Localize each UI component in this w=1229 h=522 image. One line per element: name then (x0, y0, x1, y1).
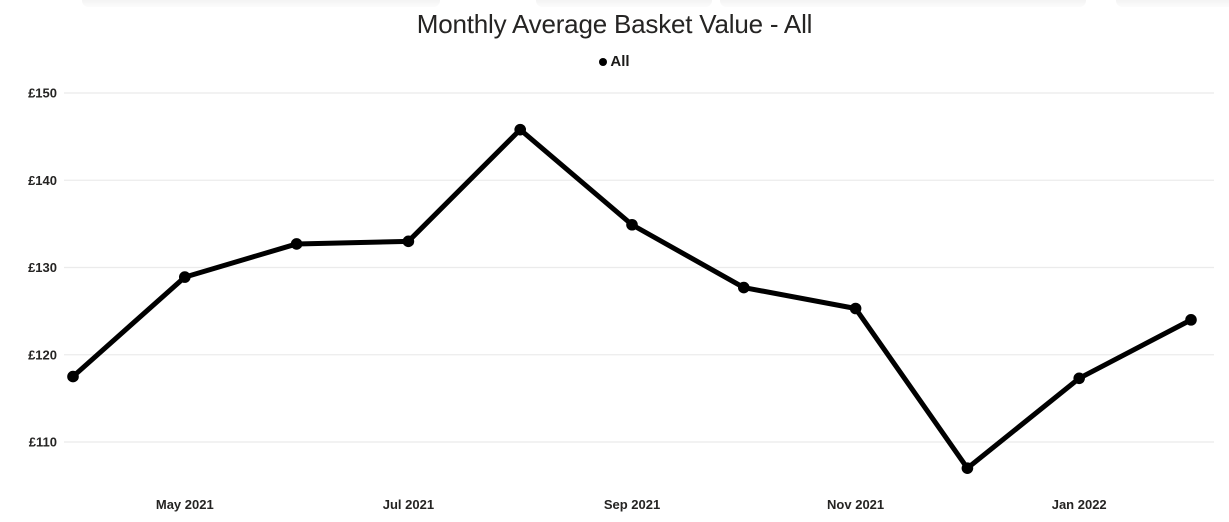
data-point-jul-2021[interactable] (402, 235, 415, 248)
x-axis-tick-label: Jul 2021 (383, 497, 434, 512)
cropped-toolbar-button-4[interactable] (1116, 0, 1229, 7)
data-point-oct-2021[interactable] (738, 281, 750, 294)
x-axis-tick-label: Nov 2021 (827, 497, 884, 512)
x-axis-tick-label: Sep 2021 (604, 497, 660, 512)
cropped-toolbar-button-3[interactable] (720, 0, 1086, 7)
y-axis-tick-label: £150 (28, 86, 57, 101)
x-axis-tick-label: Jan 2022 (1052, 497, 1107, 512)
data-point-sep-2021[interactable] (626, 218, 638, 231)
data-point-jan-2022[interactable] (1073, 372, 1085, 385)
y-axis-tick-label: £120 (28, 347, 57, 362)
data-point-nov-2021[interactable] (849, 302, 862, 315)
x-axis-tick-label: May 2021 (156, 497, 214, 512)
data-point-feb-2022[interactable] (1185, 314, 1197, 326)
legend-label: All (610, 53, 630, 70)
data-point-aug-2021[interactable] (514, 123, 526, 136)
cropped-toolbar-button-2[interactable] (536, 0, 712, 7)
data-point-jun-2021[interactable] (290, 238, 303, 250)
y-axis-tick-label: £130 (28, 260, 57, 275)
chart-legend-item-all[interactable]: All (0, 53, 1229, 70)
y-axis-tick-label: £110 (29, 435, 57, 450)
legend-marker-icon (599, 57, 608, 66)
chart-title: Monthly Average Basket Value - All (416, 9, 813, 39)
data-point-dec-2021[interactable] (961, 462, 974, 474)
data-point-apr-2021[interactable] (67, 370, 79, 383)
data-point-may-2021[interactable] (179, 271, 191, 283)
cropped-toolbar-button-1[interactable] (82, 0, 440, 7)
y-axis-tick-label: £140 (28, 173, 57, 188)
